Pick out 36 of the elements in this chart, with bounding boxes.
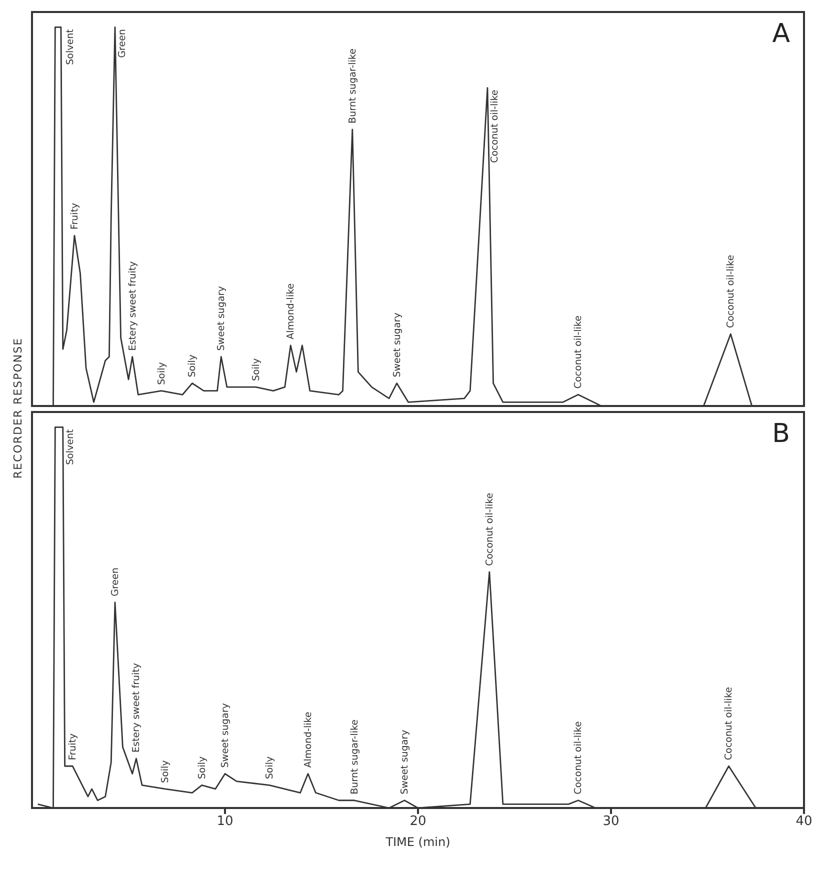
annotation: Solvent [64,428,76,465]
annotation: Coconut oil-like [573,721,584,794]
annotation: Soily [160,760,172,783]
annotation: Almond-like [286,283,297,340]
x-tick-label: 30 [602,814,620,830]
annotation: Burnt sugar-like [347,48,358,124]
x-tick-label: 20 [410,814,426,830]
annotation: Sweet sugary [216,286,228,351]
annotation: Green [116,29,128,58]
x-tick-label: 10 [216,814,234,830]
x-tick-label: 40 [796,814,812,830]
annotation: Coconut oil-like [573,315,584,389]
annotation: Soily [264,756,276,780]
annotation: Fruity [68,733,79,760]
annotation: Coconut oil-like [484,492,496,566]
annotation: Sweet sugary [392,312,403,378]
annotation: Sweet sugary [399,729,410,794]
annotation: Fruity [69,202,80,230]
annotation: Soily [250,358,262,382]
annotation: Coconut oil-like [726,254,737,328]
annotation: Green [110,568,121,596]
x-axis-title: TIME (min) [384,835,450,849]
annotation: Solvent [64,28,76,65]
y-axis-title: RECORDER RESPONSE [12,337,24,479]
annotation: B [772,419,790,449]
annotation: A [772,19,790,49]
annotation: Soily [187,354,198,378]
annotation: Soily [156,362,168,385]
annotation: Coconut oil-like [724,686,735,760]
annotation: Sweet sugary [220,702,231,768]
annotation: Estery sweet fruity [131,662,142,752]
annotation: Coconut oil-like [489,90,500,163]
annotation: Burnt sugar-like [349,719,360,794]
annotation: Estery sweet fruity [127,260,138,351]
annotation: Almond-like [302,712,314,768]
annotation: Soily [196,756,208,780]
